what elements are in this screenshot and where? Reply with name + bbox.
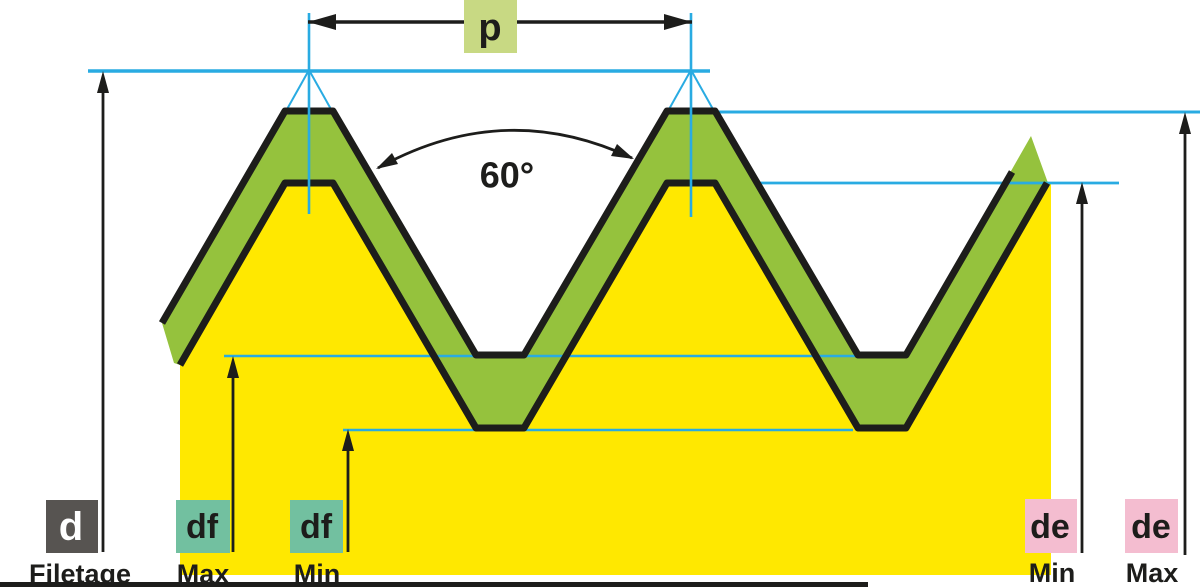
pitch-label-box: [464, 0, 517, 53]
angle-arrowhead-left: [376, 153, 398, 169]
de-min-arrowhead: [1076, 182, 1088, 204]
df-max-label: df: [186, 508, 219, 546]
apex1-right-diagonal: [308, 69, 333, 112]
de-max-label: de: [1131, 508, 1171, 546]
angle-label: 60°: [480, 155, 534, 196]
df-min-label-box: [290, 500, 343, 553]
df-max-sublabel: Max: [177, 559, 230, 587]
de-max-sublabel: Max: [1126, 558, 1179, 587]
bottom-edge-bar: [0, 582, 868, 587]
df-min-sublabel: Min: [294, 559, 341, 587]
d-sublabel: Filetage: [29, 559, 131, 587]
de-max-arrowhead: [1179, 112, 1191, 134]
de-max-label-box: [1125, 499, 1178, 553]
df-max-arrowhead: [227, 356, 239, 378]
angle-arrowhead-right: [611, 144, 634, 159]
apex1-left-diagonal: [285, 69, 310, 112]
df-min-label: df: [300, 508, 333, 546]
pitch-arrowhead-left: [308, 14, 336, 30]
d-arrowhead: [97, 71, 109, 93]
de-min-sublabel: Min: [1029, 558, 1076, 587]
tolerance-band-green: [162, 111, 1048, 428]
angle-arc: [377, 128, 633, 170]
de-min-label: de: [1030, 508, 1070, 546]
d-label-box: [46, 500, 98, 553]
apex2-left-diagonal: [667, 69, 692, 112]
thread-body-yellow: [180, 183, 1051, 575]
pitch-label: p: [478, 7, 501, 49]
d-label: d: [59, 505, 83, 549]
df-max-label-box: [176, 500, 230, 553]
df-min-arrowhead: [342, 429, 354, 451]
de-min-label-box: [1025, 499, 1077, 553]
apex2-right-diagonal: [690, 69, 715, 112]
pitch-arrowhead-right: [664, 14, 692, 30]
